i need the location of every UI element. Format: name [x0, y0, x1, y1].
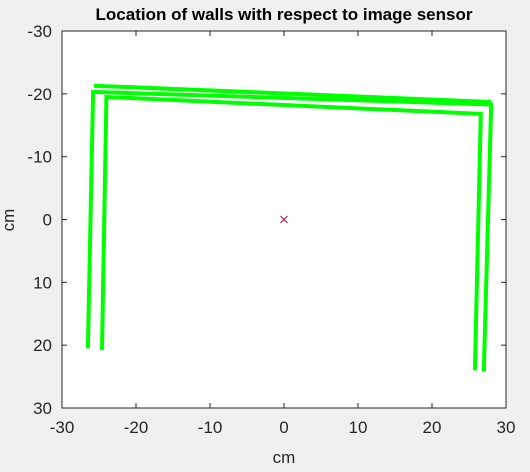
x-tick-label: 20 [423, 418, 442, 437]
x-tick-label: 0 [279, 418, 288, 437]
chart-title: Location of walls with respect to image … [96, 5, 473, 24]
sensor-marker-layer [280, 215, 288, 224]
y-tick-label: 10 [33, 273, 52, 292]
sensor-marker [280, 215, 288, 224]
x-axis-label: cm [273, 448, 296, 467]
wall-line-1 [85, 89, 494, 372]
walls-layer [85, 83, 494, 372]
x-tick-label: 10 [349, 418, 368, 437]
y-tick-label: -20 [27, 85, 52, 104]
axes-box [61, 30, 507, 409]
y-tick-label: -30 [27, 22, 52, 41]
y-axis-label: cm [0, 209, 18, 232]
x-tick-label: -20 [124, 418, 149, 437]
y-tick-label: 20 [33, 336, 52, 355]
y-tick-label: 0 [43, 211, 52, 230]
y-tick-label: -10 [27, 148, 52, 167]
sensor-marker-stroke-2 [280, 215, 288, 224]
wall-line-3 [93, 83, 492, 104]
x-tick-label: 30 [497, 418, 516, 437]
x-tick-label: -10 [198, 418, 223, 437]
wall-line-2 [100, 94, 483, 371]
x-tick-label: -30 [50, 418, 75, 437]
y-tick-label: 30 [33, 399, 52, 418]
